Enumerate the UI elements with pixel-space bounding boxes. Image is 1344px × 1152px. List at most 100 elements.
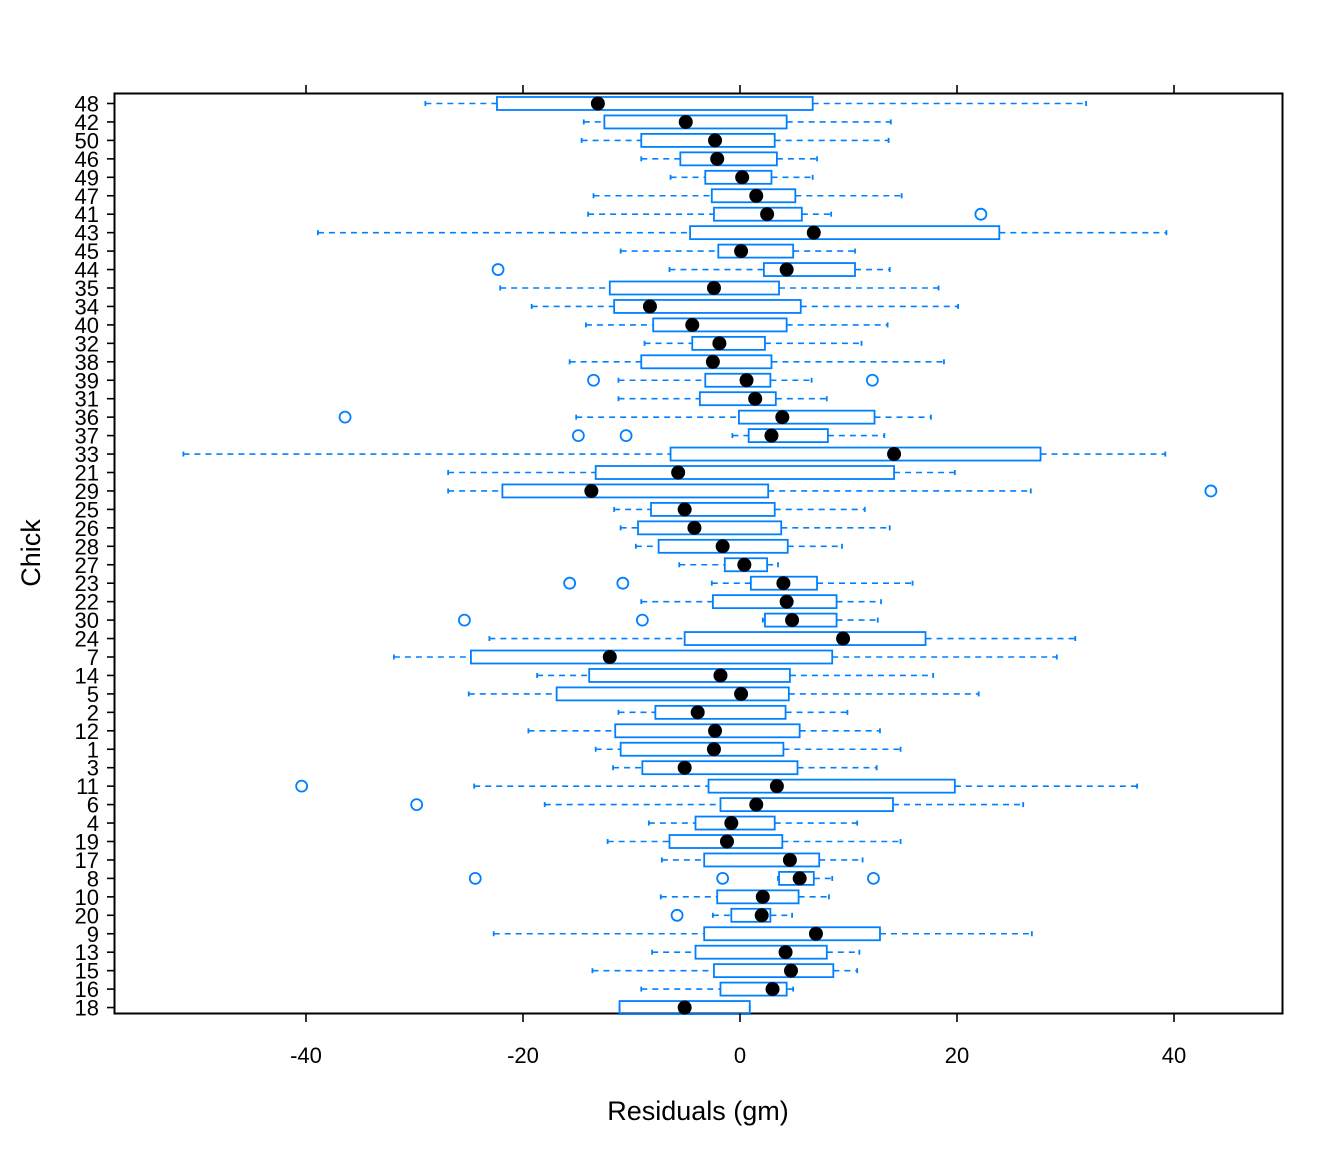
y-tick-label-chick-29: 29 (75, 479, 99, 504)
iqr-box (711, 594, 838, 610)
iqr-box (496, 96, 814, 111)
y-tick-label-chick-6: 6 (87, 793, 99, 818)
box-group-chick-47 (592, 188, 903, 204)
box-group-chick-8 (468, 871, 880, 886)
y-tick-label-chick-3: 3 (87, 756, 99, 781)
outlier-point (587, 373, 600, 387)
box-group-chick-27 (678, 557, 779, 573)
median-dot (776, 576, 791, 591)
y-tick-label-chick-14: 14 (75, 663, 99, 688)
box-group-chick-50 (580, 132, 890, 148)
y-tick-label-chick-9: 9 (87, 922, 99, 947)
y-tick-label-chick-30: 30 (75, 608, 99, 633)
outlier-point (571, 429, 585, 443)
median-dot (706, 742, 721, 757)
x-tick-label: -20 (507, 1043, 539, 1068)
iqr-box (716, 889, 800, 905)
y-tick-label-chick-47: 47 (75, 184, 99, 209)
box-group-chick-12 (527, 723, 881, 739)
box-group-chick-40 (585, 317, 889, 333)
x-axis-title: Residuals (gm) (607, 1096, 789, 1126)
median-dot (642, 299, 657, 314)
box-group-chick-38 (568, 354, 945, 370)
iqr-box (719, 981, 788, 997)
iqr-box (614, 723, 801, 739)
median-dot (710, 151, 725, 166)
median-dot (708, 723, 723, 738)
median-dot (724, 816, 739, 831)
iqr-box (679, 151, 778, 167)
box-group-chick-48 (424, 96, 1088, 111)
median-dot (749, 797, 764, 812)
y-tick-label-chick-25: 25 (75, 497, 99, 522)
box-group-chick-19 (606, 834, 902, 849)
y-tick-label-chick-39: 39 (75, 368, 99, 393)
y-tick-label-chick-28: 28 (75, 534, 99, 559)
median-dot (687, 520, 702, 535)
box-group-chick-2 (617, 704, 849, 720)
outlier-point (716, 872, 730, 885)
median-dot (836, 631, 851, 646)
iqr-box (703, 852, 821, 868)
box-group-chick-25 (613, 501, 866, 517)
y-tick-label-chick-38: 38 (75, 350, 99, 375)
y-tick-label-chick-2: 2 (87, 700, 99, 725)
iqr-box (588, 668, 791, 683)
y-tick-label-chick-11: 11 (76, 774, 99, 799)
iqr-box (717, 243, 795, 259)
box-group-chick-16 (640, 981, 795, 997)
iqr-box (640, 132, 776, 148)
y-tick-label-chick-23: 23 (75, 571, 99, 596)
iqr-box (654, 704, 787, 720)
iqr-box (640, 354, 773, 370)
iqr-box (698, 391, 777, 407)
box-group-chick-26 (619, 520, 891, 536)
outlier-point (616, 576, 630, 590)
box-group-chick-23 (563, 575, 914, 591)
iqr-box (707, 778, 956, 794)
median-dot (769, 779, 784, 794)
y-tick-label-chick-22: 22 (75, 590, 99, 615)
box-group-chick-14 (536, 668, 935, 683)
median-dot (690, 705, 705, 720)
box-group-chick-24 (488, 631, 1077, 646)
median-dot (748, 391, 763, 406)
box-group-chick-36 (338, 409, 932, 425)
iqr-box (608, 280, 780, 296)
iqr-box (689, 225, 1001, 241)
y-tick-label-chick-45: 45 (75, 239, 99, 264)
iqr-box (719, 797, 894, 812)
iqr-box (691, 335, 766, 351)
median-dot (734, 244, 749, 259)
y-tick-label-chick-46: 46 (75, 147, 99, 172)
iqr-box (637, 520, 783, 536)
median-dot (737, 557, 752, 572)
median-dot (785, 613, 800, 628)
outlier-point (865, 373, 879, 387)
y-tick-label-chick-31: 31 (75, 387, 99, 412)
iqr-box (710, 188, 797, 204)
y-tick-label-chick-4: 4 (87, 811, 99, 836)
outlier-point (468, 872, 482, 885)
x-tick-label: -40 (290, 1043, 322, 1068)
outlier-point (1204, 484, 1218, 498)
iqr-box (762, 262, 856, 277)
iqr-box (683, 631, 927, 646)
y-tick-label-chick-21: 21 (75, 461, 99, 486)
median-dot (887, 447, 902, 462)
y-tick-label-chick-49: 49 (75, 165, 99, 190)
y-tick-label-chick-41: 41 (75, 202, 99, 227)
box-group-chick-7 (392, 649, 1058, 665)
x-tick-label: 20 (945, 1043, 969, 1068)
box-group-chick-49 (669, 169, 814, 185)
box-group-chick-1 (594, 741, 902, 757)
median-dot (719, 834, 734, 849)
y-tick-label-chick-10: 10 (75, 885, 99, 910)
median-dot (749, 188, 764, 203)
median-dot (671, 465, 686, 480)
iqr-box (713, 206, 803, 222)
y-tick-label-chick-35: 35 (75, 276, 99, 301)
iqr-box (594, 465, 895, 480)
box-group-chick-18 (618, 1000, 751, 1015)
y-tick-label-chick-50: 50 (75, 128, 99, 153)
